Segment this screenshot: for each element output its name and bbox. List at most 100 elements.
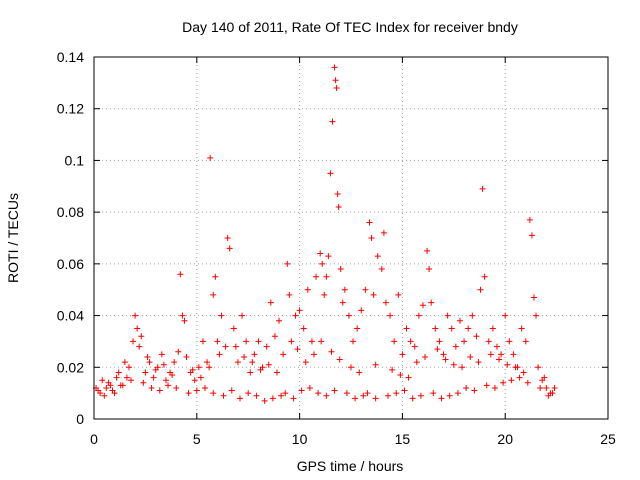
data-point [434, 346, 441, 353]
data-point [389, 366, 396, 373]
data-point [302, 359, 309, 366]
data-point [165, 382, 172, 389]
data-point [512, 364, 519, 371]
data-point [298, 387, 305, 394]
data-point [150, 374, 157, 381]
data-point [107, 382, 114, 389]
data-point [510, 351, 517, 358]
data-point [444, 312, 451, 319]
data-point [549, 390, 556, 397]
data-point [382, 299, 389, 306]
x-axis-label: GPS time / hours [297, 458, 404, 474]
data-point [269, 395, 276, 402]
data-point [438, 395, 445, 402]
data-point [403, 325, 410, 332]
data-point [278, 392, 285, 399]
data-point [169, 372, 176, 379]
data-point [332, 77, 339, 84]
data-point [518, 325, 525, 332]
data-point [236, 395, 243, 402]
data-point [230, 325, 237, 332]
y-tick-label: 0.04 [57, 308, 84, 324]
data-point [216, 351, 223, 358]
data-point [335, 203, 342, 210]
data-point [336, 356, 343, 363]
data-point [522, 338, 529, 345]
data-point [197, 374, 204, 381]
data-point [341, 286, 348, 293]
data-point [450, 361, 457, 368]
data-point [380, 229, 387, 236]
data-point [362, 286, 369, 293]
data-point [241, 353, 248, 360]
data-point [121, 359, 128, 366]
data-point [177, 271, 184, 278]
data-point [294, 346, 301, 353]
data-point [387, 312, 394, 319]
data-point [160, 361, 167, 368]
data-point [95, 387, 102, 394]
data-point [489, 325, 496, 332]
data-point [323, 273, 330, 280]
data-point [257, 366, 264, 373]
data-point [483, 382, 490, 389]
data-point [224, 235, 231, 241]
data-point [156, 387, 163, 394]
data-point [385, 392, 392, 399]
data-point [327, 170, 334, 177]
data-point [535, 364, 542, 371]
data-point [276, 317, 283, 324]
data-point [191, 377, 198, 384]
data-point [103, 384, 110, 391]
data-point [452, 343, 459, 350]
data-point [280, 351, 287, 358]
data-point [419, 302, 426, 309]
chart-title: Day 140 of 2011, Rate Of TEC Index for r… [182, 19, 518, 35]
data-point [249, 359, 256, 366]
data-point [210, 390, 217, 397]
data-point [313, 273, 320, 280]
data-point [348, 364, 354, 371]
data-point [300, 325, 307, 332]
data-point [485, 338, 492, 345]
data-point [477, 286, 484, 293]
data-point [245, 390, 252, 397]
x-tick-label: 5 [193, 431, 201, 447]
data-point [442, 356, 449, 363]
data-point [411, 343, 418, 350]
data-point [339, 299, 346, 306]
data-point [502, 312, 509, 319]
y-tick-label: 0.12 [57, 101, 84, 117]
data-point [255, 338, 262, 345]
data-point [220, 392, 227, 399]
y-tick-label: 0.14 [57, 49, 84, 65]
data-point [140, 379, 147, 386]
data-point [142, 369, 149, 376]
data-point [317, 250, 324, 257]
data-point [228, 387, 235, 394]
data-point [475, 359, 482, 366]
data-point [189, 366, 196, 373]
data-point [358, 307, 365, 314]
data-point [456, 317, 463, 324]
data-point [318, 338, 325, 345]
data-point [471, 387, 478, 394]
data-point [214, 338, 221, 345]
data-point [175, 348, 182, 355]
data-point [360, 392, 367, 399]
data-point [306, 384, 313, 391]
data-point [136, 343, 143, 350]
data-point [417, 392, 424, 399]
data-point [226, 245, 233, 252]
data-point [526, 216, 533, 223]
data-point [328, 348, 335, 355]
data-point [113, 374, 120, 381]
data-point [183, 353, 190, 360]
data-point [206, 364, 213, 371]
data-point [422, 353, 429, 360]
data-point [426, 266, 433, 273]
data-point [409, 395, 416, 402]
data-point [204, 359, 211, 366]
data-point [407, 338, 414, 345]
